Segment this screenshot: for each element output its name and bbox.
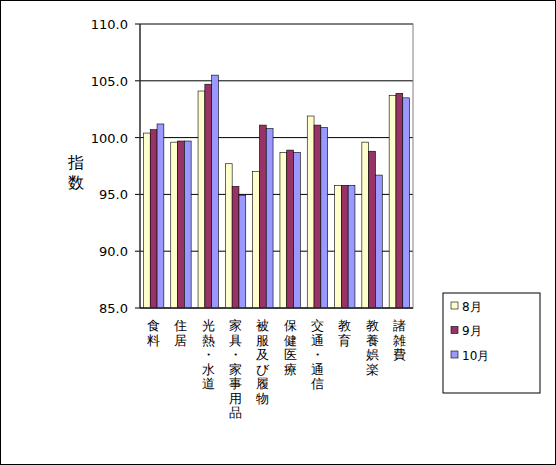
category-label: 教養娯楽 — [366, 318, 379, 377]
bar — [266, 129, 273, 308]
bar — [375, 175, 382, 308]
tick-label: 100.0 — [91, 131, 128, 146]
legend-label: 9月 — [462, 324, 482, 338]
legend-swatch — [451, 351, 458, 358]
bar — [205, 84, 212, 308]
legend-label: 10月 — [462, 349, 489, 363]
plot-area — [140, 24, 413, 308]
bar — [396, 93, 403, 308]
category-label: 被服及び履物 — [256, 318, 270, 406]
tick — [135, 24, 140, 25]
legend-label: 8月 — [462, 300, 482, 314]
tick — [135, 251, 140, 252]
category-label: 住居 — [173, 318, 187, 348]
bar — [232, 186, 239, 308]
bar — [171, 142, 178, 308]
bar — [321, 127, 328, 308]
bar — [389, 96, 396, 308]
category-label: 家具・家事用品 — [229, 318, 242, 420]
y-axis-label: 指数 — [67, 153, 84, 192]
y-axis — [140, 24, 141, 308]
chart: 85.0 90.0 95.0 100.0 105.0 110.0 食料住居 光熱・水道 家具・家… — [0, 0, 556, 465]
bar — [362, 142, 369, 308]
bar — [314, 125, 321, 308]
tick-label: 90.0 — [99, 244, 128, 259]
bar — [403, 98, 410, 308]
bar — [198, 91, 205, 308]
legend-swatch — [451, 302, 458, 309]
tick-label: 110.0 — [91, 17, 128, 32]
x-axis — [140, 308, 413, 309]
tick-label: 85.0 — [99, 301, 128, 316]
tick-label: 105.0 — [91, 74, 128, 89]
bar — [307, 116, 314, 308]
tick — [135, 80, 140, 81]
bar — [184, 141, 191, 308]
bar — [259, 125, 266, 308]
tick — [135, 137, 140, 138]
bar — [253, 172, 260, 308]
category-label: 食料 — [147, 318, 160, 348]
bar — [294, 152, 301, 308]
bar — [369, 151, 376, 308]
category-label: 光熱・水道 — [202, 318, 215, 391]
bar — [341, 185, 348, 308]
category-label: 教育 — [338, 318, 351, 348]
bar — [348, 185, 355, 308]
bar — [157, 124, 164, 308]
tick — [135, 308, 140, 309]
plot-frame — [140, 24, 413, 308]
bar — [212, 75, 219, 308]
bar — [287, 150, 294, 308]
bar — [178, 141, 185, 308]
legend-swatch — [451, 327, 458, 334]
bar — [150, 130, 157, 308]
bar — [239, 196, 246, 308]
tick — [135, 194, 140, 195]
bar — [280, 152, 287, 308]
category-label: 諸雑費 — [393, 318, 406, 362]
legend — [443, 293, 540, 393]
category-label: 保健医療 — [284, 318, 297, 377]
chart-border — [1, 1, 556, 465]
tick-label: 95.0 — [99, 187, 128, 202]
grid-line — [140, 80, 413, 81]
bar — [143, 133, 150, 308]
grid-line — [140, 137, 413, 138]
bar — [335, 185, 342, 308]
grid-line — [140, 308, 413, 309]
bars — [143, 75, 409, 308]
bar — [225, 164, 232, 308]
category-label: 交通・通信 — [311, 318, 324, 391]
